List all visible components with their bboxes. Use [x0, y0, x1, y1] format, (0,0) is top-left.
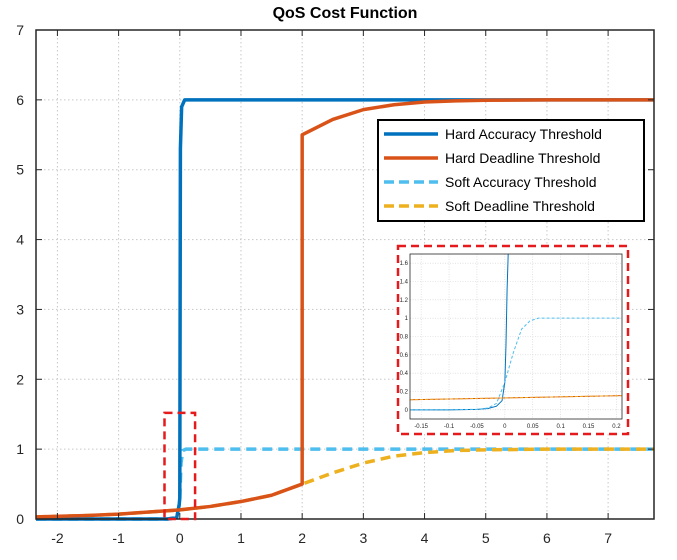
- inset-x-tick-label: 0.15: [583, 424, 595, 430]
- x-tick-label: 2: [298, 530, 306, 546]
- axes: [35, 29, 655, 520]
- inset-x-tick-label: 0: [503, 424, 507, 430]
- inset-chart: -0.15 -0.1 -0.05 0 0.05 0.1 0.15 0.2 0 0.2 0.4 0.6 0…: [396, 244, 630, 436]
- x-tick-label: 3: [359, 530, 367, 546]
- legend-label-3: Soft Deadline Threshold: [445, 198, 595, 214]
- inset-x-tick-label: -0.1: [444, 424, 455, 430]
- chart-title: QoS Cost Function: [273, 5, 418, 22]
- x-tick-label: -2: [51, 530, 64, 546]
- y-tick-label: 7: [16, 22, 24, 38]
- y-tick-label: 4: [16, 232, 24, 248]
- inset-y-tick-label: 0.2: [400, 390, 409, 396]
- y-tick-label: 1: [16, 441, 24, 457]
- legend-box: [377, 119, 645, 222]
- inset-x-tick-label: 0.05: [527, 424, 539, 430]
- inset-series-line-2: [410, 317, 622, 411]
- inset-series-line-0: [410, 254, 509, 411]
- overlays: [163, 411, 197, 521]
- x-tick-label: 4: [421, 530, 429, 546]
- inset-x-tick-label: 0.2: [612, 424, 621, 430]
- inset-y-tick-label: 1.6: [400, 261, 409, 267]
- inset-y-tick-label: 1.4: [400, 280, 409, 286]
- x-tick-label: 0: [176, 530, 184, 546]
- series-line-3: [35, 447, 654, 519]
- inset-y-tick-label: 0.8: [400, 335, 409, 341]
- x-tick-label: 6: [543, 530, 551, 546]
- y-tick-label: 5: [16, 162, 24, 178]
- zoom-highlight-box: [163, 411, 197, 521]
- inset-y-tick-label: 1.2: [400, 298, 409, 304]
- y-tick-label: 3: [16, 301, 24, 317]
- inset-plot-frame: [409, 253, 623, 420]
- inset-series: [410, 254, 622, 411]
- inset-y-tick-label: 0.6: [400, 353, 409, 359]
- x-tick-label: 1: [237, 530, 245, 546]
- inset-y-tick-label: 0.4: [400, 371, 409, 377]
- x-tick-label: -1: [112, 530, 125, 546]
- inset-series-line-3: [410, 395, 622, 401]
- legend-label-1: Hard Deadline Threshold: [445, 150, 600, 166]
- inset-background: [398, 246, 628, 434]
- inset-y-tick-label: 0: [405, 408, 409, 414]
- inset-x-tick-label: 0.1: [556, 424, 565, 430]
- tick-labels: -2 -1 0 1 2 3 4 5 6 7 0 1 2 3 4 5 6 7: [16, 22, 612, 546]
- inset-x-tick-label: -0.15: [414, 424, 428, 430]
- legend-label-0: Hard Accuracy Threshold: [445, 126, 602, 142]
- y-tick-label: 6: [16, 92, 24, 108]
- inset-x-tick-label: -0.05: [470, 424, 484, 430]
- inset-y-tick-label: 1: [405, 316, 409, 322]
- plot-frame: [35, 29, 655, 520]
- legend-label-2: Soft Accuracy Threshold: [445, 174, 596, 190]
- series-line-2: [36, 447, 654, 521]
- x-tick-label: 5: [482, 530, 490, 546]
- x-tick-label: 7: [604, 530, 612, 546]
- legend: Hard Accuracy Threshold Hard Deadline Thr…: [377, 119, 645, 222]
- series-line-1: [35, 98, 654, 519]
- y-tick-label: 0: [16, 511, 24, 527]
- y-tick-label: 2: [16, 371, 24, 387]
- inset-border: [396, 244, 630, 436]
